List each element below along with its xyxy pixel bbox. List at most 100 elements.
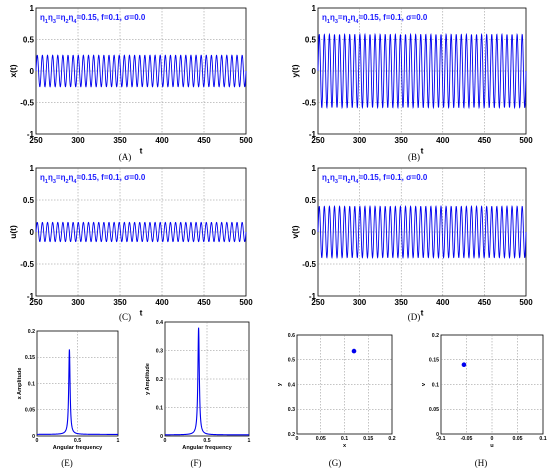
y-tick-label: 0.4 (288, 382, 295, 388)
x-axis-label: t (140, 307, 143, 317)
y-tick-label: -0.5 (20, 98, 34, 107)
x-tick-label: 250 (311, 136, 325, 145)
y-tick-label: 0.15 (429, 358, 439, 364)
x-tick-label: 350 (395, 298, 409, 307)
x-tick-label: 0.1 (341, 436, 348, 442)
y-tick-label: 0.05 (429, 407, 439, 413)
y-tick-label: -0.5 (302, 260, 316, 269)
parameter-annotation: η1η3=η2η4=0.15, f=0.1, σ=0.0 (322, 13, 428, 25)
y-tick-label: 0.2 (28, 329, 35, 335)
x-tick-label: 0.05 (316, 436, 326, 442)
x-tick-label: 0 (36, 438, 39, 444)
y-tick-label: 0.5 (288, 358, 295, 364)
spectrum-line (165, 327, 249, 436)
y-tick-label: 0.2 (288, 432, 295, 438)
y-tick-label: 1 (30, 4, 35, 13)
chart-panel-f: 0 0.5 1 0 0.1 0.2 0.3 0.4 Angular frequency y Amp… (145, 320, 251, 468)
y-tick-label: 1 (312, 4, 317, 13)
panel-caption: (E) (61, 458, 73, 468)
y-axis-label: v(t) (290, 225, 300, 238)
y-tick-label: 0 (30, 228, 35, 237)
y-axis-label: y(t) (290, 64, 300, 77)
y-tick-label: 0.4 (156, 320, 163, 326)
y-tick-label: 0 (32, 434, 35, 440)
x-tick-label: 400 (436, 136, 450, 145)
x-tick-label: 250 (29, 136, 43, 145)
y-tick-label: 1 (312, 164, 317, 173)
x-tick-label: 300 (71, 298, 85, 307)
x-tick-label: 300 (71, 136, 85, 145)
y-tick-label: -1 (309, 130, 317, 139)
y-tick-label: 0.5 (305, 196, 317, 205)
x-tick-label: 400 (436, 298, 450, 307)
y-tick-label: 0.1 (432, 382, 439, 388)
x-tick-label: -0.05 (461, 436, 473, 442)
y-tick-label: 0.3 (288, 407, 295, 413)
y-axis-label: x Amplitude (17, 368, 23, 400)
chart-panel-a: 250 300 350 400 450 500 -1 -0.5 0 0.5 1 t x(t) η1η3=η… (8, 4, 253, 162)
y-tick-label: -0.5 (302, 98, 316, 107)
y-tick-label: 0.5 (23, 196, 35, 205)
x-tick-label: 1 (117, 438, 120, 444)
x-tick-label: 450 (197, 298, 211, 307)
y-tick-label: 0.1 (28, 381, 35, 387)
x-axis-label: Angular frequency (53, 445, 103, 451)
x-tick-label: 1 (248, 438, 251, 444)
chart-panel-c: 250 300 350 400 450 500 -1 -0.5 0 0.5 1 t u(t) η1η3=η… (8, 164, 253, 322)
panel-caption: (H) (475, 458, 488, 468)
x-tick-label: 450 (478, 136, 492, 145)
x-axis-label: t (140, 145, 143, 155)
y-tick-label: -1 (27, 292, 35, 301)
y-tick-label: 0.5 (305, 35, 317, 44)
parameter-annotation: η1η3=η2η4=0.15, f=0.1, σ=0.0 (322, 173, 428, 185)
x-tick-label: 450 (197, 136, 211, 145)
y-tick-label: 1 (30, 164, 35, 173)
chart-panel-d: 250 300 350 400 450 500 -1 -0.5 0 0.5 1 t v(t) η1η3=η… (290, 164, 533, 322)
x-tick-label: 500 (519, 136, 533, 145)
data-point (461, 362, 467, 368)
y-axis-label: y (277, 382, 283, 386)
y-tick-label: -0.5 (20, 260, 34, 269)
parameter-annotation: η1η3=η2η4=0.15, f=0.1, σ=0.0 (40, 13, 146, 25)
y-tick-label: 0 (436, 432, 439, 438)
x-tick-label: 0.05 (512, 436, 522, 442)
chart-panel-g: 0 0.05 0.1 0.15 0.2 0.2 0.3 0.4 0.5 0.6 x y (G) (277, 333, 396, 468)
x-tick-label: 0 (296, 436, 299, 442)
x-axis-label: t (421, 307, 424, 317)
chart-panel-e: 0 0.5 1 0 0.05 0.1 0.15 0.2 Angular frequency x A… (17, 329, 120, 468)
y-tick-label: 0.05 (25, 408, 35, 414)
x-tick-label: 250 (29, 298, 43, 307)
y-tick-label: 0.15 (25, 355, 35, 361)
x-tick-label: -0.1 (437, 436, 446, 442)
x-axis-label: Angular frequency (182, 445, 232, 451)
y-tick-label: 0.2 (432, 333, 439, 339)
x-tick-label: 250 (311, 298, 325, 307)
x-tick-label: 300 (353, 136, 367, 145)
y-tick-label: 0.6 (288, 333, 295, 339)
x-tick-label: 300 (353, 298, 367, 307)
x-tick-label: 400 (155, 298, 169, 307)
y-tick-label: 0.1 (156, 405, 163, 411)
x-tick-label: 0.5 (203, 438, 210, 444)
spectrum-line (37, 349, 118, 435)
x-tick-label: 500 (519, 298, 533, 307)
x-axis-label: u (490, 443, 494, 449)
series-line (317, 32, 527, 110)
chart-panel-h: -0.1 -0.05 0 0.05 0.1 0 0.05 0.1 0.15 0.2 u v (H) (421, 333, 547, 468)
y-axis-label: u(t) (8, 225, 18, 239)
panel-caption: (B) (408, 152, 420, 162)
x-axis-label: t (421, 145, 424, 155)
x-tick-label: 0 (164, 438, 167, 444)
y-tick-label: 0 (160, 434, 163, 440)
y-tick-label: 0.5 (23, 35, 35, 44)
series-line (35, 221, 247, 243)
y-tick-label: 0.2 (156, 377, 163, 383)
parameter-annotation: η1η3=η2η4=0.15, f=0.1, σ=0.0 (40, 173, 146, 185)
y-tick-label: -1 (309, 292, 317, 301)
y-tick-label: 0 (312, 67, 317, 76)
x-tick-label: 400 (155, 136, 169, 145)
panel-caption: (A) (119, 152, 132, 162)
panel-caption: (F) (191, 458, 202, 468)
x-tick-label: 0.1 (539, 436, 546, 442)
